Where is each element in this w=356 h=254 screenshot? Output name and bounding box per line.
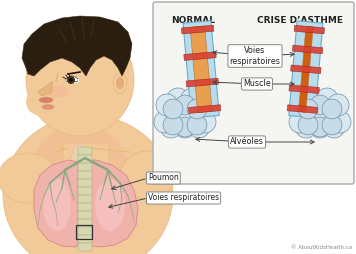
Circle shape [309, 116, 331, 138]
Circle shape [309, 91, 331, 113]
Polygon shape [190, 26, 212, 113]
FancyBboxPatch shape [78, 179, 92, 187]
Circle shape [298, 115, 318, 135]
FancyBboxPatch shape [78, 219, 92, 227]
Polygon shape [289, 85, 319, 93]
Ellipse shape [47, 86, 69, 98]
Ellipse shape [39, 97, 53, 103]
Polygon shape [299, 26, 313, 112]
Text: Alvéoles: Alvéoles [230, 137, 264, 147]
Circle shape [194, 111, 216, 133]
Text: © AboutKidsHealth.ca: © AboutKidsHealth.ca [291, 245, 352, 250]
Circle shape [174, 91, 196, 113]
Circle shape [298, 99, 318, 119]
Circle shape [174, 102, 196, 124]
FancyBboxPatch shape [78, 187, 92, 195]
Circle shape [160, 116, 182, 138]
Circle shape [175, 95, 195, 115]
Circle shape [323, 104, 345, 126]
FancyBboxPatch shape [78, 171, 92, 179]
Circle shape [327, 94, 349, 116]
Circle shape [160, 104, 182, 126]
Polygon shape [34, 160, 78, 247]
Circle shape [310, 95, 330, 115]
Circle shape [295, 116, 317, 138]
Circle shape [192, 94, 214, 116]
FancyBboxPatch shape [78, 155, 92, 163]
Polygon shape [22, 16, 132, 76]
Text: Voies
respiratoires: Voies respiratoires [230, 46, 281, 66]
Ellipse shape [120, 151, 176, 199]
Ellipse shape [71, 144, 89, 182]
FancyBboxPatch shape [78, 147, 92, 155]
Circle shape [167, 102, 189, 124]
Ellipse shape [113, 73, 127, 93]
FancyBboxPatch shape [78, 211, 92, 219]
Circle shape [289, 111, 311, 133]
FancyBboxPatch shape [78, 163, 92, 171]
Circle shape [156, 94, 178, 116]
Polygon shape [289, 21, 323, 118]
Polygon shape [188, 105, 221, 114]
Polygon shape [294, 25, 325, 34]
Circle shape [322, 99, 342, 119]
Circle shape [187, 115, 207, 135]
Circle shape [174, 116, 196, 138]
Circle shape [188, 104, 210, 126]
Polygon shape [182, 25, 214, 34]
Circle shape [323, 116, 345, 138]
Circle shape [187, 99, 207, 119]
FancyBboxPatch shape [153, 2, 354, 184]
Polygon shape [183, 21, 219, 118]
Ellipse shape [95, 179, 125, 231]
Polygon shape [287, 105, 318, 113]
Ellipse shape [68, 76, 74, 84]
Circle shape [163, 115, 183, 135]
FancyBboxPatch shape [63, 143, 109, 195]
Polygon shape [292, 45, 323, 54]
Circle shape [175, 117, 195, 137]
Polygon shape [38, 82, 52, 96]
Circle shape [316, 102, 338, 124]
Circle shape [163, 99, 183, 119]
Polygon shape [86, 160, 138, 247]
FancyBboxPatch shape [78, 235, 92, 243]
Circle shape [291, 94, 313, 116]
Ellipse shape [26, 88, 58, 116]
Text: Muscle: Muscle [243, 80, 271, 88]
Text: Poumon: Poumon [148, 173, 179, 183]
FancyBboxPatch shape [78, 203, 92, 211]
Circle shape [302, 88, 324, 110]
Circle shape [181, 102, 203, 124]
Ellipse shape [30, 125, 130, 225]
Circle shape [188, 116, 210, 138]
Ellipse shape [26, 24, 134, 136]
Circle shape [295, 104, 317, 126]
Circle shape [316, 88, 338, 110]
Ellipse shape [69, 78, 73, 82]
Polygon shape [184, 52, 216, 60]
Polygon shape [186, 78, 219, 87]
Ellipse shape [116, 77, 124, 89]
Circle shape [322, 115, 342, 135]
Circle shape [302, 102, 324, 124]
Circle shape [167, 88, 189, 110]
Ellipse shape [42, 104, 54, 109]
Text: Voies respiratoires: Voies respiratoires [148, 194, 219, 202]
FancyBboxPatch shape [78, 227, 92, 235]
Circle shape [181, 88, 203, 110]
Bar [76, 225, 92, 239]
Circle shape [310, 117, 330, 137]
Circle shape [309, 102, 331, 124]
Text: CRISE D’ASTHME: CRISE D’ASTHME [257, 16, 343, 25]
FancyBboxPatch shape [78, 243, 92, 251]
Circle shape [329, 111, 351, 133]
FancyBboxPatch shape [78, 195, 92, 203]
Circle shape [154, 111, 176, 133]
Text: NORMAL: NORMAL [171, 16, 215, 25]
Ellipse shape [43, 179, 71, 231]
Ellipse shape [3, 115, 173, 254]
Polygon shape [290, 65, 321, 74]
Ellipse shape [0, 153, 58, 203]
